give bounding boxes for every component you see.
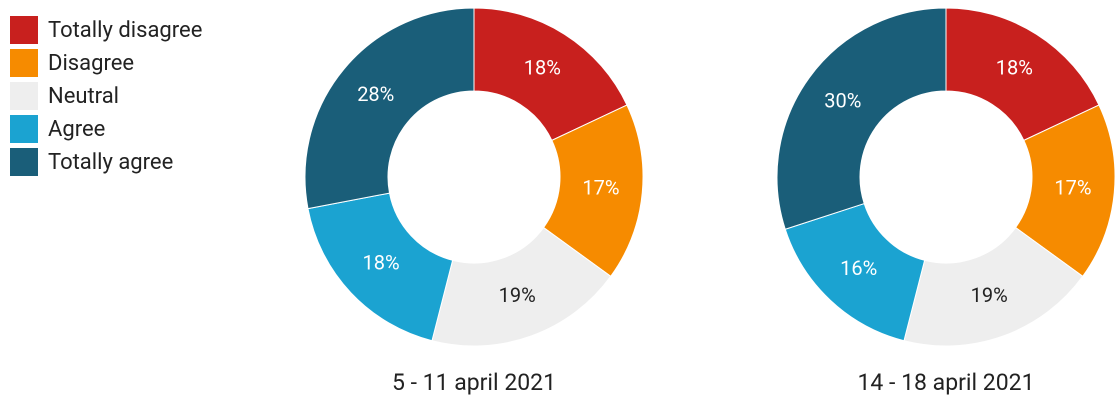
data-label: 19%: [971, 283, 1008, 307]
data-label: 18%: [996, 56, 1033, 80]
slice: [542, 104, 644, 278]
legend-label: Totally disagree: [48, 18, 202, 43]
data-label: 18%: [524, 56, 561, 80]
data-label: 17%: [582, 175, 619, 199]
data-label: 17%: [1054, 175, 1091, 199]
legend-label: Totally agree: [48, 150, 173, 175]
data-label: 18%: [362, 251, 399, 275]
data-label: 30%: [824, 88, 861, 112]
slice: [945, 7, 1100, 142]
data-label: 16%: [840, 256, 877, 280]
slice: [776, 7, 947, 230]
slice: [473, 7, 628, 142]
slice: [307, 192, 454, 342]
chart-title: 5 - 11 april 2021: [392, 369, 556, 396]
legend-swatch: [10, 115, 38, 143]
legend-swatch: [10, 16, 38, 44]
slice: [903, 226, 1084, 347]
data-label: 28%: [357, 82, 394, 106]
legend-swatch: [10, 148, 38, 176]
chart-title: 14 - 18 april 2021: [858, 369, 1035, 396]
data-label: 19%: [499, 283, 536, 307]
legend-label: Agree: [48, 117, 105, 142]
slice: [1014, 104, 1115, 278]
slice: [431, 226, 612, 347]
legend-swatch: [10, 49, 38, 77]
legend-label: Disagree: [48, 51, 134, 76]
legend-label: Neutral: [48, 84, 119, 109]
slice: [304, 7, 475, 210]
legend-swatch: [10, 82, 38, 110]
